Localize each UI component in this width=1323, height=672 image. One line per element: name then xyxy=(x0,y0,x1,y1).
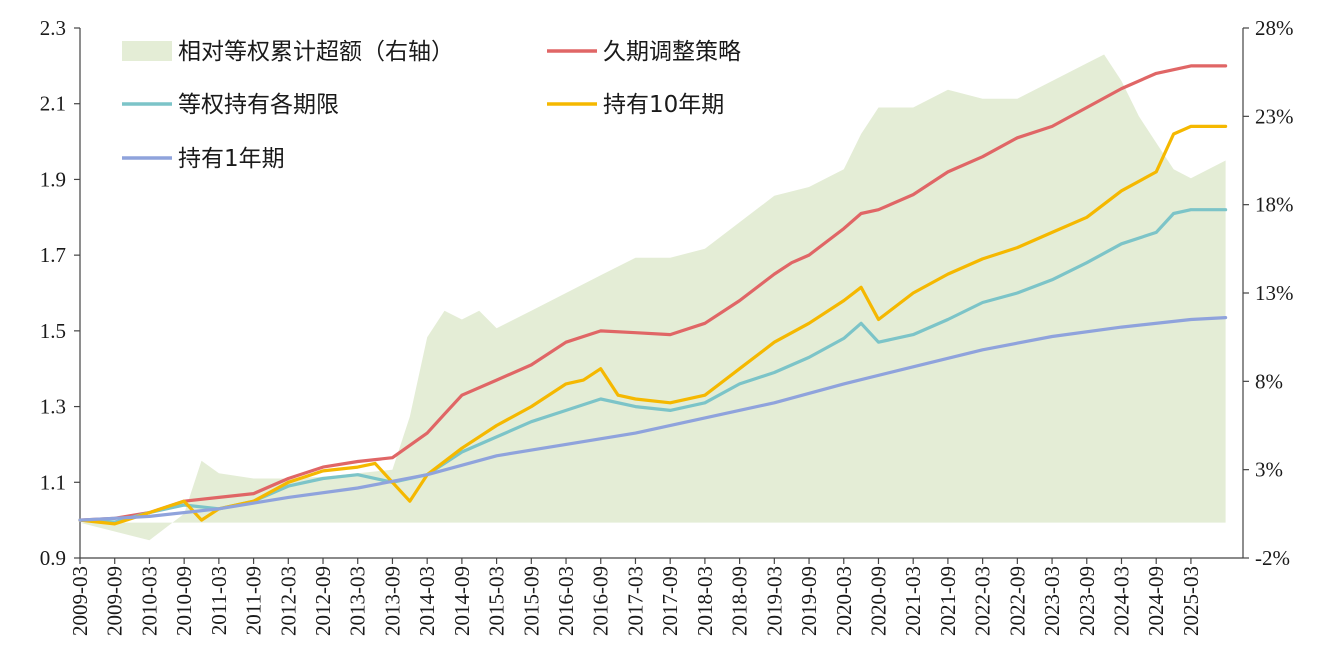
x-tick-label: 2010-03 xyxy=(137,566,161,636)
x-tick-label: 2023-09 xyxy=(1075,566,1099,636)
x-tick-label: 2014-09 xyxy=(450,566,474,636)
y2-tick-label: 28% xyxy=(1255,16,1294,40)
x-tick-label: 2024-09 xyxy=(1144,566,1168,636)
y-tick-label: 1.1 xyxy=(40,470,66,494)
y-tick-label: 1.5 xyxy=(40,319,66,343)
x-tick-label: 2021-03 xyxy=(901,566,925,636)
area-excess-return xyxy=(80,54,1226,541)
series-line-1 xyxy=(78,208,1228,524)
x-tick-label: 2025-03 xyxy=(1179,566,1203,636)
y2-tick-label: 23% xyxy=(1255,104,1294,128)
x-tick-label: 2020-03 xyxy=(832,566,856,636)
series-line-0 xyxy=(78,64,1228,522)
x-tick-label: 2013-09 xyxy=(380,566,404,636)
legend-label-1: 久期调整策略 xyxy=(603,39,741,65)
y-tick-label: 2.3 xyxy=(40,16,66,40)
x-tick-label: 2017-09 xyxy=(658,566,682,636)
legend-swatch-0 xyxy=(122,41,172,61)
legend-label-2: 等权持有各期限 xyxy=(178,92,339,118)
x-tick-label: 2014-03 xyxy=(415,566,439,636)
x-tick-label: 2023-03 xyxy=(1040,566,1064,636)
x-tick-label: 2010-09 xyxy=(172,566,196,636)
x-tick-label: 2009-03 xyxy=(68,566,92,636)
series-line-2 xyxy=(78,124,1228,526)
y2-tick-label: 13% xyxy=(1255,281,1294,305)
series-lines-layer xyxy=(78,64,1228,526)
y2-tick-label: 8% xyxy=(1255,369,1283,393)
x-tick-label: 2019-03 xyxy=(762,566,786,636)
y-tick-label: 1.3 xyxy=(40,395,66,419)
x-tick-label: 2021-09 xyxy=(936,566,960,636)
x-tick-label: 2015-09 xyxy=(519,566,543,636)
y-tick-label: 1.7 xyxy=(40,243,66,267)
x-tick-label: 2012-09 xyxy=(311,566,335,636)
y-tick-label: 2.1 xyxy=(40,92,66,116)
x-tick-label: 2011-03 xyxy=(207,566,231,635)
axes-layer: 0.9 1.1 1.3 1.5 1.7 1.9 2.1 2.3 -2% 3% 8% 13% 18% 23%… xyxy=(40,16,1294,636)
x-tick-label: 2022-03 xyxy=(971,566,995,636)
y2-tick-label: -2% xyxy=(1255,546,1290,570)
series-line-3 xyxy=(78,316,1228,522)
y2-tick-label: 3% xyxy=(1255,458,1283,482)
x-tick-label: 2015-03 xyxy=(485,566,509,636)
x-tick-label: 2013-03 xyxy=(346,566,370,636)
x-tick-label: 2016-09 xyxy=(589,566,613,636)
y-tick-label: 0.9 xyxy=(40,546,66,570)
legend-label-3: 持有10年期 xyxy=(603,92,724,118)
y2-tick-label: 18% xyxy=(1255,193,1294,217)
legend-label-4: 持有1年期 xyxy=(178,146,285,172)
x-tick-label: 2019-09 xyxy=(797,566,821,636)
y-tick-label: 1.9 xyxy=(40,167,66,191)
legend-label-0: 相对等权累计超额（右轴） xyxy=(178,39,454,65)
excess-return-area-layer xyxy=(80,54,1226,541)
x-tick-label: 2018-09 xyxy=(728,566,752,636)
x-tick-label: 2011-09 xyxy=(242,566,266,635)
x-tick-label: 2012-03 xyxy=(276,566,300,636)
x-tick-label: 2009-09 xyxy=(103,566,127,636)
x-tick-label: 2024-03 xyxy=(1110,566,1134,636)
x-tick-label: 2020-09 xyxy=(867,566,891,636)
x-tick-label: 2017-03 xyxy=(624,566,648,636)
x-tick-label: 2016-03 xyxy=(554,566,578,636)
x-tick-label: 2022-09 xyxy=(1005,566,1029,636)
x-tick-label: 2018-03 xyxy=(693,566,717,636)
